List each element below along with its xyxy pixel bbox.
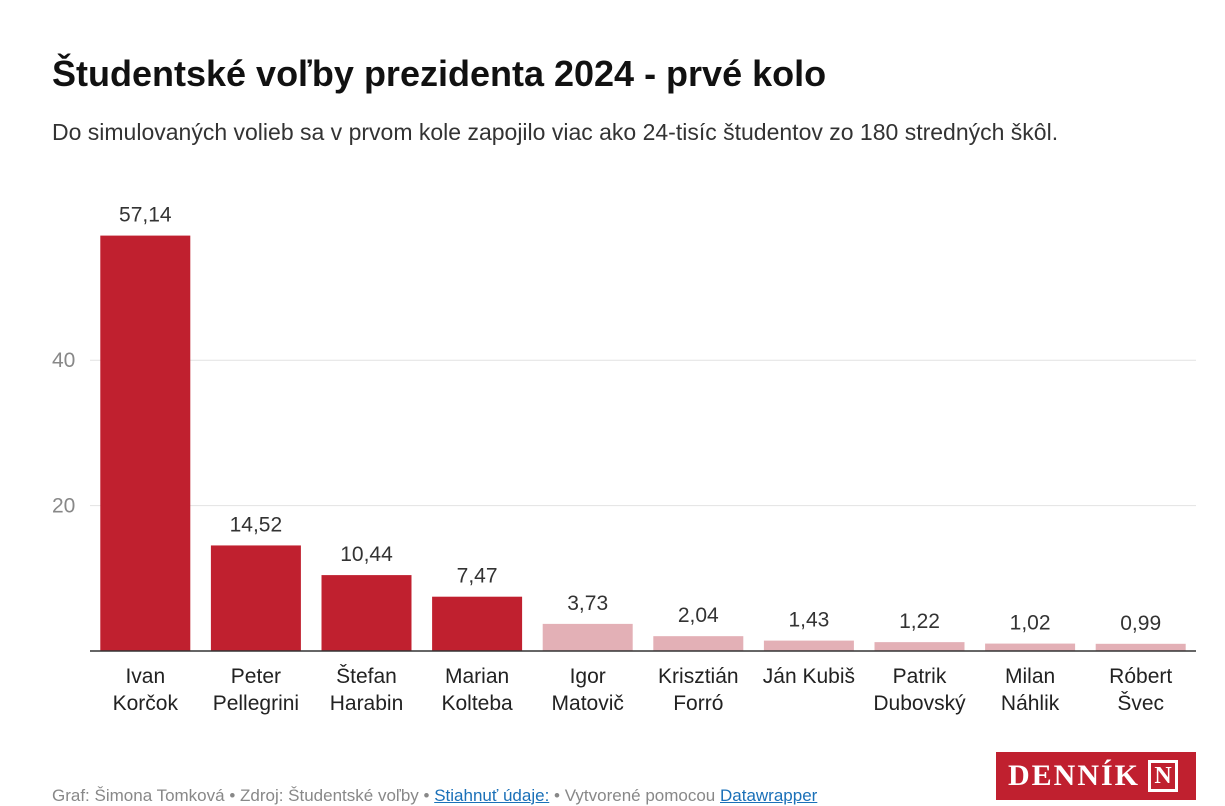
chart-footer: Graf: Šimona Tomková • Zdroj: Študentské… [52, 786, 817, 806]
bar [1095, 643, 1186, 651]
download-data-link[interactable]: Stiahnuť údaje: [434, 786, 550, 805]
y-tick-label: 40 [52, 349, 75, 372]
x-tick-label: Ivan [125, 665, 165, 688]
bar-value-label: 1,22 [899, 610, 940, 633]
x-tick-label: Marian [445, 665, 509, 688]
x-tick-label: Krisztián [658, 665, 739, 688]
x-tick-label: Náhlik [1001, 692, 1060, 715]
bar [100, 235, 191, 651]
x-tick-label: Peter [231, 665, 281, 688]
bar-value-label: 1,02 [1010, 612, 1051, 635]
x-tick-label: Korčok [113, 692, 179, 715]
x-tick-label: Milan [1005, 665, 1055, 688]
footer-created-with: • Vytvorené pomocou [549, 786, 720, 805]
datawrapper-link[interactable]: Datawrapper [720, 786, 818, 805]
logo-text: DENNÍK [1008, 759, 1141, 792]
bar-value-label: 14,52 [230, 513, 283, 536]
bar-value-label: 0,99 [1120, 612, 1161, 635]
dennik-n-logo[interactable]: DENNÍK N [996, 752, 1196, 800]
x-tick-label: Štefan [336, 665, 397, 688]
x-tick-label: Forró [673, 692, 723, 715]
bar-value-label: 57,14 [119, 204, 172, 227]
y-tick-label: 20 [52, 495, 75, 518]
x-tick-label: Matovič [552, 692, 624, 715]
logo-n-mark: N [1148, 760, 1179, 792]
x-tick-label: Patrik [893, 665, 947, 688]
bar [432, 596, 523, 651]
x-tick-label: Dubovský [873, 692, 966, 715]
bar-value-label: 2,04 [678, 604, 719, 627]
chart-title: Študentské voľby prezidenta 2024 - prvé … [52, 53, 827, 94]
x-tick-label: Švec [1117, 692, 1164, 715]
bar [985, 643, 1076, 651]
bar [321, 575, 412, 651]
bar [763, 640, 854, 651]
footer-credit: Graf: Šimona Tomková • Zdroj: Študentské… [52, 786, 435, 805]
bar-value-label: 7,47 [457, 565, 498, 588]
bar-value-label: 1,43 [788, 609, 829, 632]
x-tick-label: Ján Kubiš [763, 665, 855, 688]
bar [210, 545, 301, 651]
bar-value-label: 3,73 [567, 592, 608, 615]
bar-value-label: 10,44 [340, 543, 393, 566]
bar [874, 642, 965, 651]
x-tick-label: Kolteba [441, 692, 513, 715]
bars [100, 235, 1186, 651]
chart-subtitle: Do simulovaných volieb sa v prvom kole z… [52, 119, 1059, 145]
x-tick-label: Pellegrini [213, 692, 299, 715]
x-tick-label: Igor [570, 665, 606, 688]
labels: 57,14 Ivan Korčok 14,52 Peter Pellegrini 10,44… [113, 204, 1173, 715]
bar [653, 636, 744, 651]
x-tick-label: Róbert [1109, 665, 1172, 688]
x-tick-label: Harabin [330, 692, 404, 715]
bar [542, 623, 633, 651]
